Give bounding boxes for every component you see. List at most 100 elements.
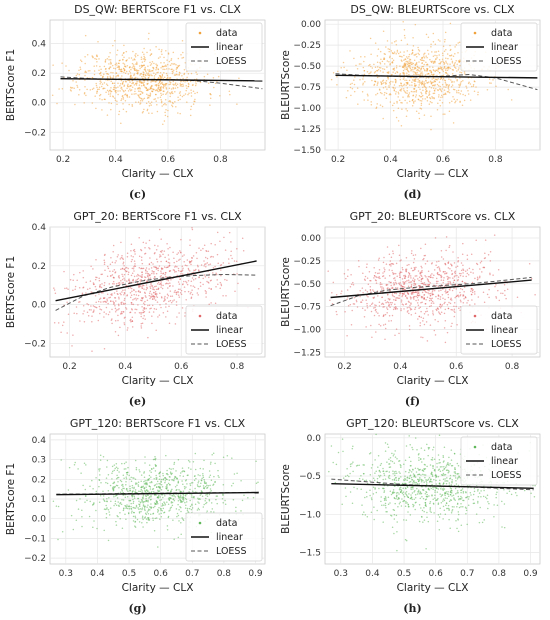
data-point [365,479,368,482]
data-point [210,242,212,245]
data-point [155,295,158,297]
data-point [396,530,398,533]
data-point [128,79,131,82]
data-point [242,249,245,252]
data-point [108,102,110,104]
data-point [376,103,378,105]
data-point [462,275,464,277]
data-point [423,313,426,315]
data-point [405,56,408,58]
data-point [96,527,98,530]
data-point [154,98,157,100]
data-point [399,65,401,67]
data-point [169,282,171,284]
data-point [133,69,136,72]
data-point [141,100,144,102]
data-point [95,477,97,479]
data-point [134,88,136,90]
data-point [112,88,115,91]
data-point [113,85,116,87]
data-point [216,231,219,234]
data-point [125,461,127,463]
data-point [97,319,100,322]
data-point [102,87,105,90]
data-point [146,97,149,100]
data-point [450,54,452,57]
data-point [454,272,457,275]
data-point [400,88,403,90]
data-point [148,104,151,107]
data-point [403,72,406,75]
data-point [159,496,161,498]
data-point [157,281,160,283]
data-point [160,98,162,101]
data-point [407,95,409,98]
data-point [196,292,199,294]
data-point [413,80,416,82]
data-point [465,275,467,278]
data-point [123,268,125,270]
data-point [134,54,136,57]
data-point [366,307,369,309]
data-point [143,486,145,489]
data-point [422,258,424,261]
data-point [396,297,398,299]
data-point [373,314,376,317]
data-point [414,96,417,98]
data-point [463,99,466,102]
data-point [435,69,437,72]
data-point [102,291,104,294]
data-point [156,110,159,113]
data-point [133,486,135,489]
data-point [121,291,123,293]
data-point [170,88,173,90]
data-point [159,518,161,520]
data-point [140,327,143,329]
data-point [394,334,396,336]
data-point [376,61,379,63]
data-point [136,278,139,281]
data-point [439,63,441,65]
data-point [75,74,78,77]
data-point [162,496,164,499]
data-point [157,287,160,289]
data-point [84,488,87,491]
data-point [122,487,124,490]
data-point [334,481,337,484]
data-point [147,517,150,519]
data-point [124,100,127,102]
data-point [205,497,207,500]
data-point [185,501,188,503]
data-point [166,472,168,475]
data-point [100,292,103,294]
data-point [140,256,143,258]
data-point [412,45,415,47]
data-point [143,108,145,111]
subfigure-caption: (d) [403,188,422,201]
data-point [109,507,112,509]
data-point [120,256,123,259]
data-point [183,73,185,76]
x-tick-label: 0.8 [488,155,503,165]
legend-label-linear: linear [216,532,243,543]
data-point [471,289,474,292]
data-point [167,287,169,289]
data-point [178,312,180,314]
data-point [389,101,392,103]
data-point [132,267,135,270]
data-point [406,264,408,266]
data-point [133,275,136,278]
data-point [171,479,173,481]
data-point [157,245,159,247]
data-point [157,510,160,512]
data-point [459,100,461,103]
data-point [379,281,382,284]
data-point [430,115,432,117]
data-point [162,272,165,274]
data-point [418,307,420,310]
data-point [489,250,492,253]
data-point [371,67,374,69]
data-point [374,309,377,311]
data-point [405,303,408,305]
data-point [454,487,457,490]
